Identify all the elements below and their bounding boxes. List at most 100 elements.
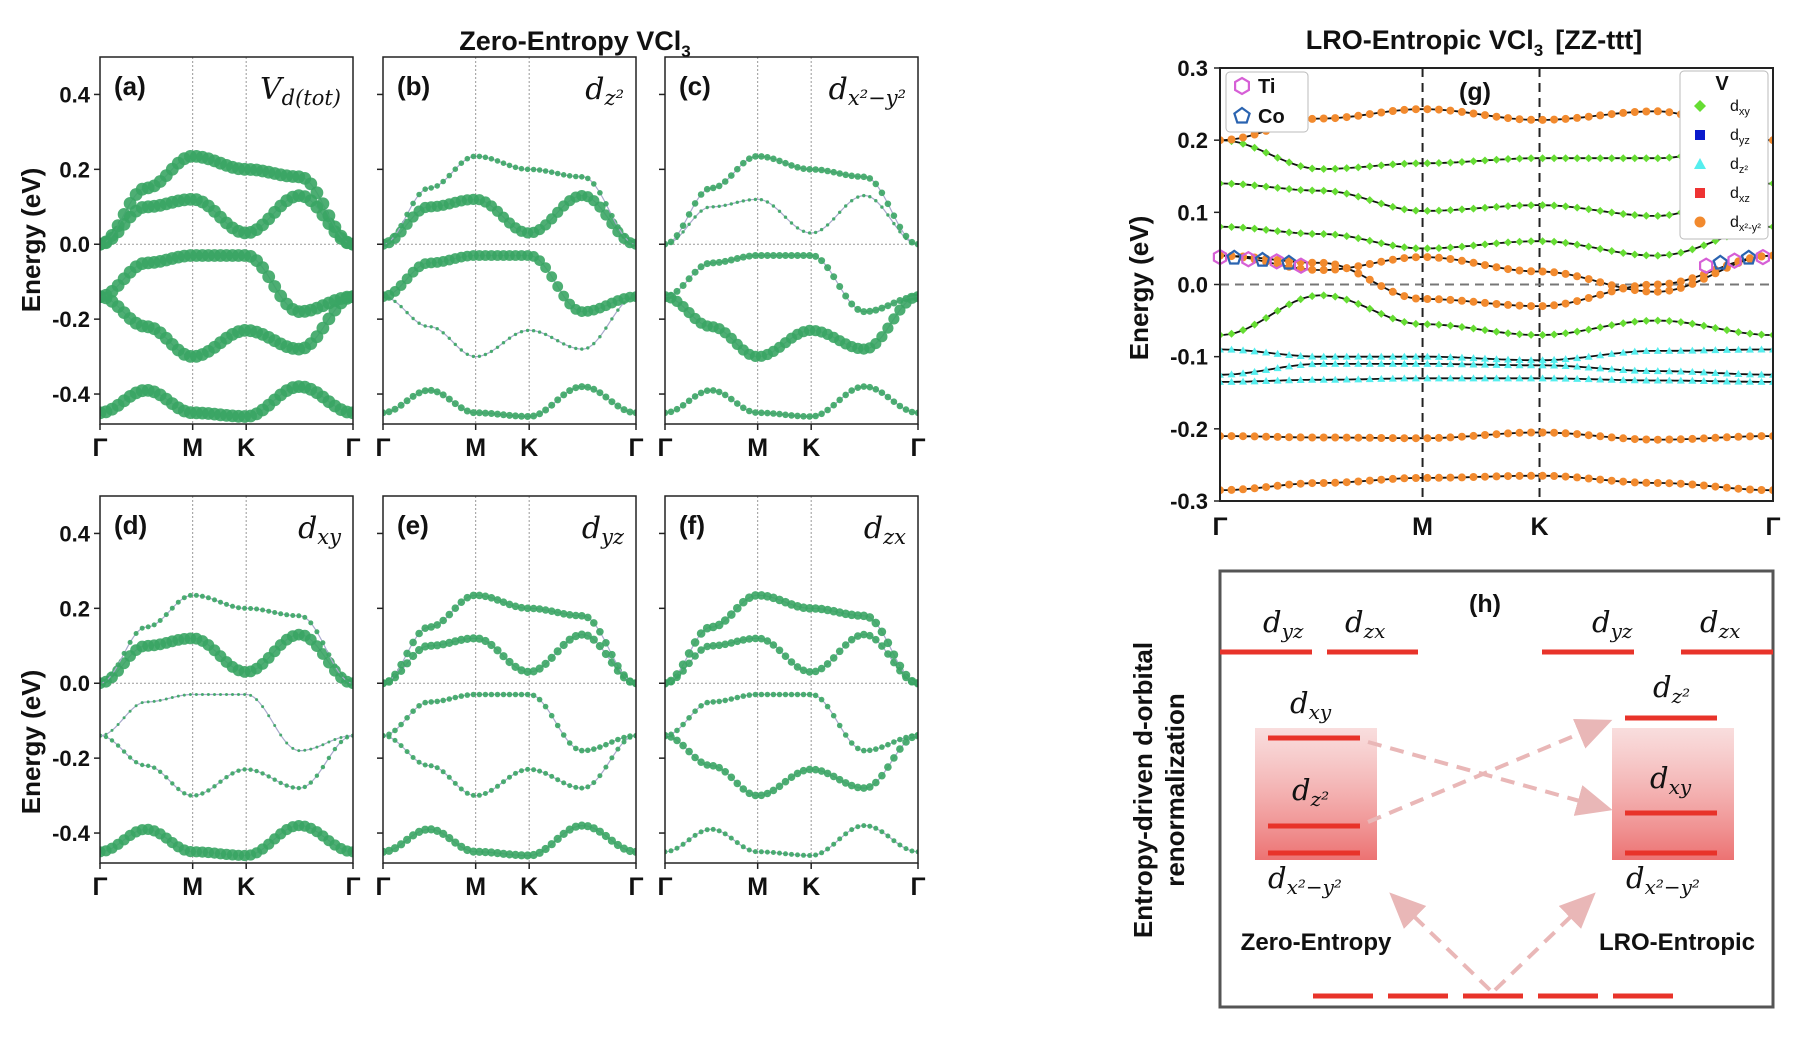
band-g-marker — [1527, 428, 1536, 437]
band-marker — [554, 396, 562, 404]
band-g-marker — [1481, 111, 1489, 120]
band-marker — [422, 186, 429, 192]
band-g-marker — [1676, 283, 1685, 292]
band-marker — [720, 616, 730, 625]
band-marker — [691, 753, 699, 762]
band-marker — [770, 410, 777, 417]
band-g-marker — [1538, 428, 1547, 437]
band-marker — [531, 767, 537, 773]
band-g-marker — [1561, 329, 1570, 338]
band-g-marker — [1400, 474, 1409, 483]
band-line-3 — [383, 693, 636, 752]
band-g-marker — [1296, 185, 1305, 194]
band-marker — [841, 641, 850, 649]
legend-sites-box — [1225, 71, 1309, 133]
band-marker — [242, 605, 248, 611]
band-marker — [103, 734, 109, 740]
band-marker — [579, 747, 585, 754]
band-marker — [494, 691, 501, 698]
band-marker — [421, 387, 429, 395]
band-marker — [781, 652, 790, 660]
band-marker — [477, 354, 482, 358]
band-marker — [690, 638, 700, 647]
site-marker — [1712, 254, 1729, 270]
band-marker — [591, 746, 597, 752]
band-marker — [867, 823, 873, 829]
band-g-marker — [1262, 225, 1271, 234]
band-marker — [601, 831, 611, 841]
band-g-marker — [1550, 154, 1559, 163]
band-panel-c: Γ M K Γ (c) dx²−y² — [657, 56, 926, 462]
band-g-marker — [1504, 374, 1513, 382]
band-marker — [103, 678, 109, 684]
band-g-marker — [1711, 346, 1720, 354]
band-marker — [898, 230, 902, 234]
band-g-marker — [1527, 115, 1536, 124]
band-g-marker — [1550, 201, 1559, 210]
band-g-marker — [1584, 375, 1593, 383]
band-marker — [236, 768, 241, 773]
band-marker — [686, 837, 692, 843]
band-marker — [458, 693, 465, 699]
band-marker — [722, 697, 728, 704]
band-marker — [817, 664, 826, 673]
band-g-marker — [1619, 154, 1628, 163]
band-g-marker — [1423, 352, 1432, 360]
band-marker — [572, 611, 580, 620]
band-marker — [560, 391, 568, 399]
band-marker — [710, 826, 716, 832]
band-g-marker — [1308, 375, 1317, 383]
band-marker — [733, 603, 742, 613]
band-g-marker — [1538, 471, 1547, 480]
band-marker — [693, 215, 697, 219]
site-marker — [1254, 251, 1271, 267]
panel-label: (a) — [114, 71, 146, 101]
band-g-marker — [1365, 236, 1374, 245]
legend-v-title: V — [1715, 73, 1729, 95]
band-marker — [888, 313, 900, 325]
band-marker — [884, 393, 892, 401]
band-g-marker — [1411, 319, 1420, 328]
band-marker — [716, 828, 722, 834]
band-g-marker — [1504, 155, 1513, 164]
band-marker — [878, 389, 886, 397]
band-marker — [607, 658, 617, 667]
band-g-marker — [1688, 279, 1697, 288]
band-marker — [338, 672, 344, 678]
band-panel-d: 0.4 0.2 0.0 -0.2 -0.4 Γ M K Γ (d) dxy — [52, 495, 361, 901]
band-marker — [302, 614, 308, 620]
band-g-marker — [1492, 300, 1501, 308]
band-g-marker — [1665, 286, 1674, 295]
band-marker — [787, 658, 796, 666]
band-g-marker — [1527, 374, 1536, 382]
side-label-2: renormalization — [1160, 693, 1190, 887]
band-g-marker — [1607, 287, 1616, 296]
ytick-g-label: 0.3 — [1177, 56, 1208, 81]
band-g-marker — [1607, 247, 1616, 256]
band-marker — [727, 639, 736, 647]
band-marker — [847, 781, 856, 790]
band-marker — [530, 166, 537, 173]
band-marker — [399, 304, 403, 309]
band-marker — [813, 852, 819, 858]
band-marker — [586, 346, 590, 350]
band-marker — [807, 853, 813, 858]
band-marker — [829, 772, 838, 781]
band-g-marker — [1342, 164, 1351, 173]
band-marker — [632, 409, 636, 417]
band-marker — [284, 612, 290, 618]
band-marker — [860, 630, 868, 639]
band-marker — [573, 784, 579, 790]
band-marker — [309, 747, 313, 751]
band-g-marker — [1734, 369, 1743, 377]
kpoint-label: Γ — [910, 873, 925, 901]
band-marker — [818, 410, 825, 418]
band-g-marker — [1550, 237, 1559, 246]
band-marker — [782, 691, 789, 698]
band-g-marker — [1250, 367, 1259, 375]
band-marker — [417, 321, 421, 325]
band-marker — [876, 331, 888, 343]
band-marker — [811, 765, 820, 774]
band-marker — [392, 737, 398, 743]
